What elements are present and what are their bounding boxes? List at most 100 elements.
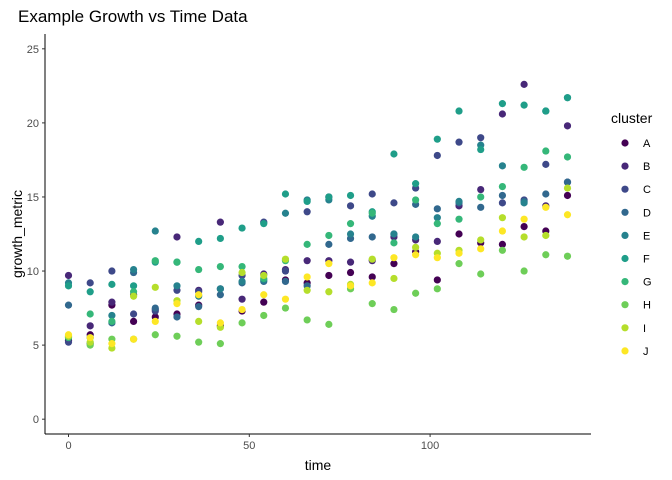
data-point [346,268,355,277]
data-point [303,197,311,206]
data-point [195,317,203,326]
data-point [281,304,290,312]
data-point [390,230,398,238]
data-point [238,295,246,303]
data-point [412,233,420,241]
data-point [346,258,355,266]
data-point [108,298,116,306]
data-point [390,199,398,207]
data-point [238,268,246,277]
legend-label-h: H [643,300,651,312]
data-point [455,215,463,223]
data-point [563,122,572,130]
data-point [129,310,138,318]
data-point [390,260,398,268]
data-point [563,252,572,260]
data-point [346,202,355,210]
data-point [173,313,181,321]
data-point [520,215,528,223]
data-point [455,230,463,238]
legend-key-c [621,185,629,193]
data-point [173,300,181,308]
data-point [346,220,355,228]
data-point [390,254,398,262]
data-point [86,310,94,318]
data-point [433,135,441,143]
data-point [260,311,268,320]
data-point [216,285,224,293]
legend-key-d [621,208,629,216]
data-point [542,160,550,168]
data-point [455,249,463,257]
data-point [455,197,463,206]
data-point [173,282,181,290]
data-point [368,279,376,287]
data-point [520,163,528,171]
data-point [173,332,181,340]
legend-key-f [621,254,629,263]
data-point [238,319,246,327]
data-point [477,236,485,244]
data-point [129,335,138,343]
x-tick-label: 100 [421,440,439,452]
data-point [303,208,311,216]
data-point [542,203,550,211]
data-point [260,220,268,228]
legend-label-f: F [643,254,650,266]
data-point [346,230,355,238]
data-point [64,301,73,309]
data-point [108,311,116,320]
data-point [216,319,224,327]
data-point [64,331,73,339]
data-point [195,302,203,311]
y-tick-label: 20 [27,118,39,130]
data-point [216,262,224,271]
legend-key-i [621,324,629,332]
data-point [563,153,572,161]
data-point [325,240,333,248]
data-point [542,231,550,240]
data-point [86,322,94,330]
data-point [520,233,528,241]
x-axis-ticks: 0 50 100 [65,434,439,452]
data-point [108,280,116,288]
data-point [260,298,268,306]
legend-label-b: B [643,161,650,173]
data-point [498,199,507,207]
data-point [281,295,290,303]
data-point [412,289,420,297]
data-point [195,265,203,274]
data-point [498,214,507,222]
data-point [108,317,116,326]
legend-key-b [621,162,629,170]
data-points [64,80,572,352]
data-point [520,222,528,231]
legend-key-j [621,347,629,355]
data-point [368,273,376,281]
data-point [433,220,441,228]
data-point [433,254,441,262]
data-point [281,209,290,217]
data-point [238,277,246,286]
data-point [173,233,181,241]
data-point [368,300,376,308]
data-point [86,334,94,342]
chart-title: Example Growth vs Time Data [18,7,248,26]
data-point [303,286,311,294]
data-point [346,282,355,290]
data-point [238,305,246,314]
data-point [325,320,333,328]
data-point [542,147,550,155]
data-point [477,270,485,278]
series-g [64,147,572,342]
data-point [238,224,246,232]
legend-label-d: D [643,207,651,219]
legend-key-e [621,231,629,239]
y-axis-title: growth_metric [9,190,25,278]
data-point [86,279,94,287]
data-point [303,257,311,265]
data-point [520,101,528,109]
data-point [563,184,572,192]
